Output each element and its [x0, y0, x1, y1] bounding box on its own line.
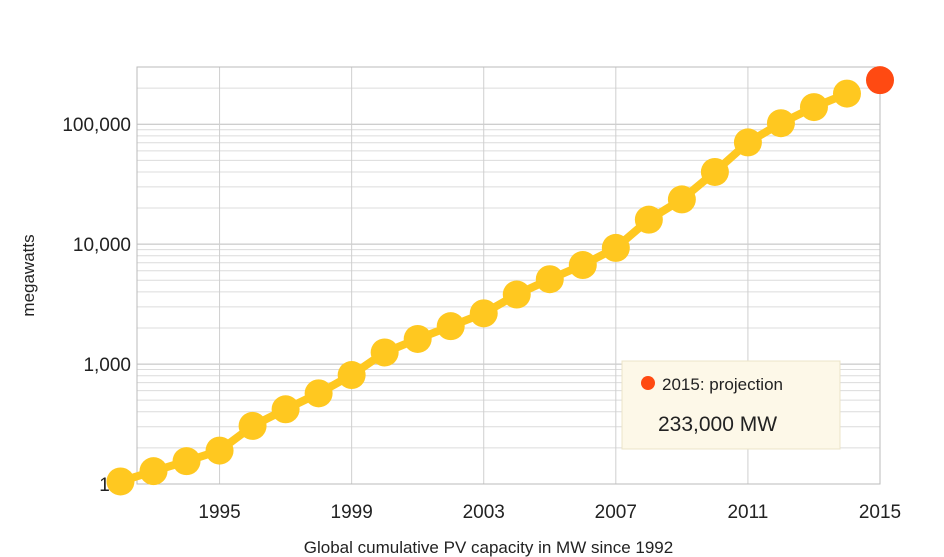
x-axis-label: Global cumulative PV capacity in MW sinc…	[304, 538, 673, 557]
data-series	[106, 66, 894, 496]
x-tick-label: 2011	[727, 502, 768, 523]
data-point	[766, 109, 795, 138]
y-tick-label: 1,000	[83, 355, 131, 376]
data-point	[832, 79, 861, 108]
data-point	[403, 324, 432, 353]
data-point	[139, 457, 168, 486]
data-point	[733, 128, 762, 157]
data-point	[337, 361, 366, 390]
legend-value: 233,000 MW	[658, 413, 777, 436]
data-point	[106, 467, 135, 496]
data-point	[436, 312, 465, 341]
plot-frame	[136, 66, 881, 485]
data-point	[205, 436, 234, 465]
y-tick-label: 10,000	[73, 235, 131, 256]
data-point	[535, 265, 564, 294]
x-tick-label: 2007	[595, 502, 637, 523]
legend-box	[621, 360, 841, 450]
legend-marker-projection	[641, 376, 655, 390]
data-point	[799, 93, 828, 122]
y-tick-label: 100,000	[62, 115, 131, 136]
data-point	[271, 395, 300, 424]
data-point	[634, 205, 663, 234]
data-point	[172, 447, 201, 476]
legend: 2015: projection 233,000 MW	[621, 360, 841, 450]
projection-point	[866, 66, 894, 95]
data-point	[304, 379, 333, 408]
data-point	[601, 233, 630, 262]
x-tick-label: 1999	[331, 502, 373, 523]
data-point	[568, 251, 597, 280]
data-point	[238, 411, 267, 440]
data-point	[667, 185, 696, 214]
y-axis-label: megawatts	[19, 234, 38, 316]
data-point	[370, 338, 399, 367]
data-point	[700, 157, 729, 186]
data-point	[469, 299, 498, 328]
data-point	[502, 280, 531, 309]
x-tick-label: 1995	[198, 502, 240, 523]
legend-label: 2015: projection	[662, 375, 783, 394]
x-tick-label: 2003	[463, 502, 505, 523]
x-axis-ticks: 1995 1999 2003 2007 2011 2015	[198, 502, 901, 523]
x-tick-label: 2015	[859, 502, 901, 523]
